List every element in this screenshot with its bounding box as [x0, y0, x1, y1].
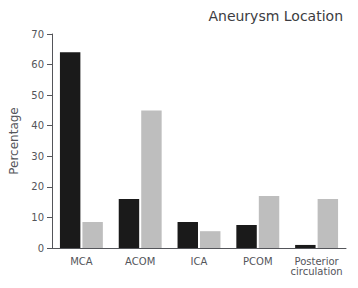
svg-text:Percentage: Percentage — [7, 107, 21, 175]
svg-text:Aneurysm Location: Aneurysm Location — [208, 8, 343, 24]
svg-text:30: 30 — [31, 151, 44, 162]
svg-text:50: 50 — [31, 90, 44, 101]
svg-text:70: 70 — [31, 29, 44, 40]
svg-text:PCOM: PCOM — [243, 256, 273, 267]
svg-text:MCA: MCA — [70, 256, 93, 267]
svg-text:Posterior: Posterior — [294, 255, 339, 267]
svg-text:0: 0 — [38, 243, 44, 254]
svg-text:10: 10 — [31, 212, 44, 223]
svg-text:ICA: ICA — [191, 256, 208, 267]
svg-text:ACOM: ACOM — [125, 256, 155, 267]
svg-text:circulation: circulation — [291, 266, 343, 277]
svg-text:60: 60 — [31, 59, 44, 70]
svg-text:20: 20 — [31, 181, 44, 192]
svg-text:40: 40 — [31, 120, 44, 131]
